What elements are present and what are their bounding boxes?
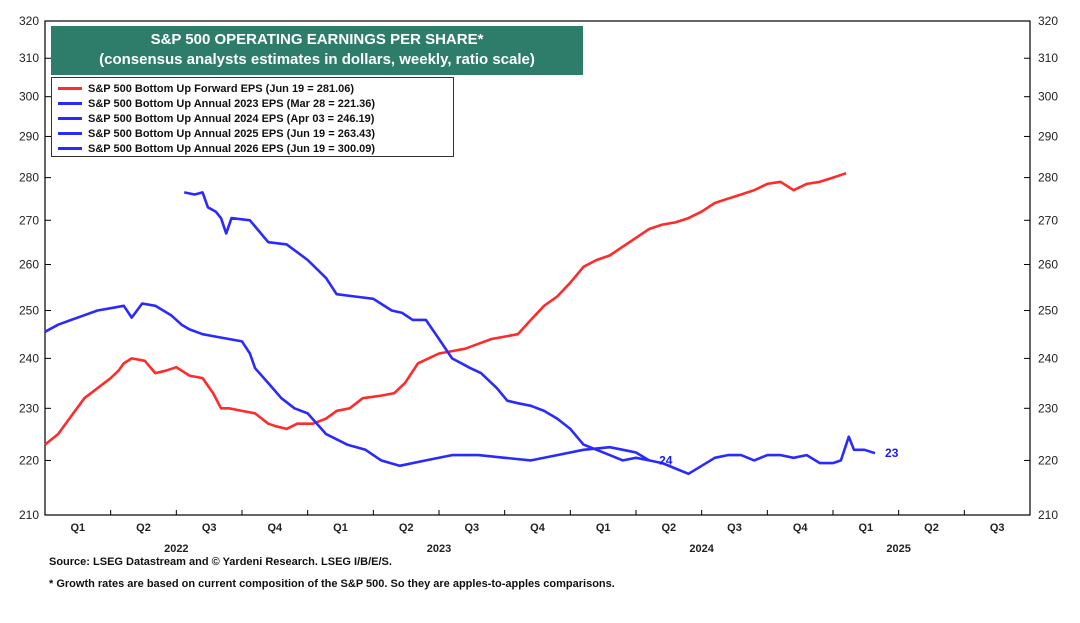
y-tick-label-left: 250 [19, 304, 39, 318]
legend-label: S&P 500 Bottom Up Annual 2026 EPS (Jun 1… [88, 142, 376, 155]
legend-label: S&P 500 Bottom Up Annual 2025 EPS (Jun 1… [88, 127, 376, 140]
legend-label: S&P 500 Bottom Up Forward EPS (Jun 19 = … [88, 82, 355, 95]
y-tick-label-left: 280 [19, 171, 39, 185]
legend-item-forward: S&P 500 Bottom Up Forward EPS (Jun 19 = … [58, 81, 453, 96]
y-tick-label-right: 290 [1038, 129, 1058, 143]
chart-title: S&P 500 OPERATING EARNINGS PER SHARE* [150, 31, 484, 48]
x-quarter-label: Q3 [202, 522, 217, 534]
y-tick-label-left: 290 [19, 129, 39, 143]
legend-item-2023: S&P 500 Bottom Up Annual 2023 EPS (Mar 2… [58, 96, 453, 111]
x-year-label: 2023 [427, 543, 451, 555]
growth-note: * Growth rates are based on current comp… [49, 578, 615, 590]
y-tick-label-left: 270 [19, 213, 39, 227]
series-line-0 [44, 171, 847, 446]
x-quarter-label: Q4 [793, 522, 809, 534]
plot-frame [44, 20, 1031, 516]
y-tick-label-right: 230 [1038, 401, 1058, 415]
y-tick-label-left: 260 [19, 258, 39, 272]
series-end-label: 24 [659, 453, 673, 467]
y-tick-label-left: 320 [19, 14, 39, 28]
x-quarter-label: Q1 [858, 522, 873, 534]
y-tick-label-right: 240 [1038, 351, 1058, 365]
x-quarter-label: Q2 [924, 522, 939, 534]
x-quarter-label: Q3 [464, 522, 479, 534]
legend-swatch-blue [58, 147, 82, 150]
legend-item-2026: S&P 500 Bottom Up Annual 2026 EPS (Jun 1… [58, 141, 453, 156]
series-line-1 [183, 191, 876, 476]
y-tick-label-right: 280 [1038, 171, 1058, 185]
y-tick-label-right: 220 [1038, 453, 1058, 467]
legend-item-2024: S&P 500 Bottom Up Annual 2024 EPS (Apr 0… [58, 111, 453, 126]
legend-swatch-blue [58, 117, 82, 120]
x-quarter-label: Q4 [530, 522, 546, 534]
chart-subtitle: (consensus analysts estimates in dollars… [99, 51, 535, 68]
y-tick-label-left: 240 [19, 351, 39, 365]
legend-item-2025: S&P 500 Bottom Up Annual 2025 EPS (Jun 1… [58, 126, 453, 141]
series-line-2 [44, 302, 650, 468]
legend-swatch-blue [58, 132, 82, 135]
x-year-label: 2022 [164, 543, 188, 555]
legend-swatch-red [58, 87, 82, 90]
source-note: Source: LSEG Datastream and © Yardeni Re… [49, 556, 392, 568]
x-quarter-label: Q3 [990, 522, 1005, 534]
y-tick-label-left: 300 [19, 90, 39, 104]
x-quarter-label: Q2 [136, 522, 151, 534]
x-quarter-label: Q1 [70, 522, 85, 534]
legend-swatch-blue [58, 102, 82, 105]
legend-label: S&P 500 Bottom Up Annual 2024 EPS (Apr 0… [88, 112, 375, 125]
y-tick-label-right: 210 [1038, 508, 1058, 522]
chart-legend: S&P 500 Bottom Up Forward EPS (Jun 19 = … [51, 77, 454, 157]
x-year-label: 2024 [689, 543, 714, 555]
x-quarter-label: Q3 [727, 522, 742, 534]
x-quarter-label: Q4 [267, 522, 283, 534]
y-tick-label-right: 310 [1038, 51, 1058, 65]
chart-title-box: S&P 500 OPERATING EARNINGS PER SHARE* (c… [51, 26, 583, 75]
x-quarter-label: Q1 [333, 522, 348, 534]
x-quarter-label: Q2 [661, 522, 676, 534]
x-quarter-label: Q2 [399, 522, 414, 534]
x-year-label: 2025 [886, 543, 910, 555]
y-tick-label-left: 310 [19, 51, 39, 65]
y-tick-label-right: 320 [1038, 14, 1058, 28]
x-quarter-label: Q1 [596, 522, 611, 534]
y-tick-label-left: 210 [19, 508, 39, 522]
y-tick-label-left: 230 [19, 401, 39, 415]
y-tick-label-left: 220 [19, 453, 39, 467]
legend-label: S&P 500 Bottom Up Annual 2023 EPS (Mar 2… [88, 97, 376, 110]
y-tick-label-right: 260 [1038, 258, 1058, 272]
y-tick-label-right: 300 [1038, 90, 1058, 104]
y-tick-label-right: 270 [1038, 213, 1058, 227]
y-tick-label-right: 250 [1038, 304, 1058, 318]
series-end-label: 23 [885, 446, 899, 460]
